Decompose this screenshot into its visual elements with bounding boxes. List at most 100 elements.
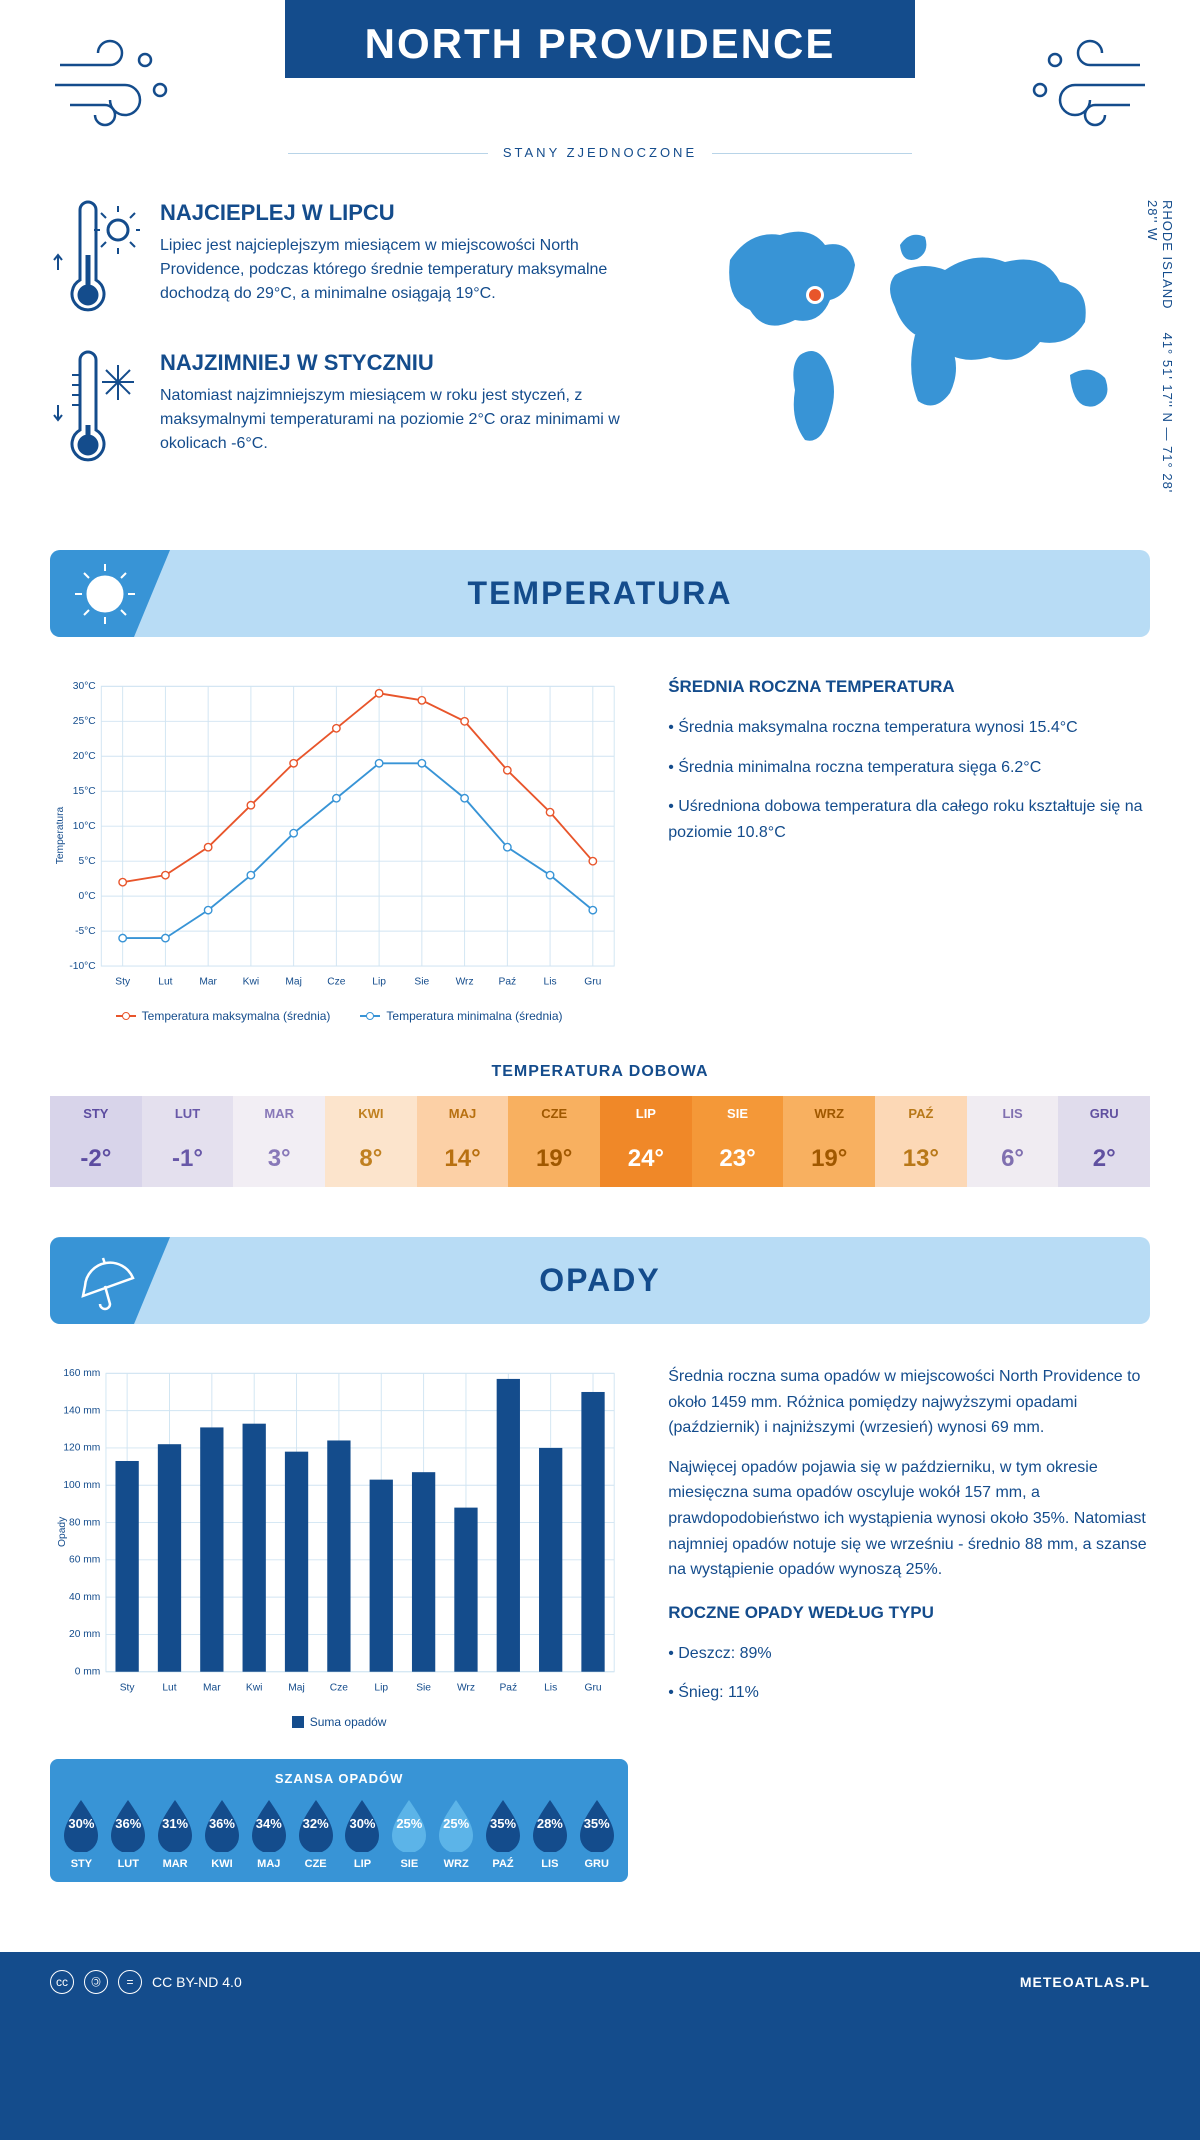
daily-cell: WRZ19° xyxy=(783,1096,875,1187)
subtitle: STANY ZJEDNOCZONE xyxy=(50,145,1150,160)
chance-drop: 25%WRZ xyxy=(433,1796,479,1870)
svg-text:Lip: Lip xyxy=(372,977,386,988)
temperature-info: ŚREDNIA ROCZNA TEMPERATURA • Średnia mak… xyxy=(668,677,1150,1023)
svg-text:Temperatura: Temperatura xyxy=(55,806,66,864)
by-icon: 🄯 xyxy=(84,1970,108,1994)
svg-text:20 mm: 20 mm xyxy=(69,1629,100,1640)
daily-temp-heading: TEMPERATURA DOBOWA xyxy=(50,1063,1150,1081)
svg-text:-5°C: -5°C xyxy=(75,926,96,937)
sun-icon xyxy=(70,559,140,629)
temp-bullet: • Średnia minimalna roczna temperatura s… xyxy=(668,755,1150,781)
svg-text:Paź: Paź xyxy=(499,977,517,988)
svg-text:Sty: Sty xyxy=(120,1682,136,1693)
svg-text:Mar: Mar xyxy=(199,977,217,988)
svg-text:10°C: 10°C xyxy=(73,821,97,832)
chance-drop: 32%CZE xyxy=(293,1796,339,1870)
fact-hottest: NAJCIEPLEJ W LIPCU Lipiec jest najcieple… xyxy=(50,200,660,320)
svg-text:Lut: Lut xyxy=(158,977,172,988)
svg-text:Sie: Sie xyxy=(416,1682,431,1693)
svg-text:0°C: 0°C xyxy=(78,891,96,902)
nd-icon: = xyxy=(118,1970,142,1994)
thermometer-cold-icon xyxy=(50,350,140,470)
chance-drop: 28%LIS xyxy=(527,1796,573,1870)
chance-title: SZANSA OPADÓW xyxy=(58,1771,620,1786)
svg-text:120 mm: 120 mm xyxy=(63,1443,100,1454)
svg-text:Sie: Sie xyxy=(414,977,429,988)
svg-text:Kwi: Kwi xyxy=(243,977,260,988)
legend-min: Temperatura minimalna (średnia) xyxy=(386,1009,562,1023)
svg-text:Maj: Maj xyxy=(285,977,302,988)
fact-hot-text: Lipiec jest najcieplejszym miesiącem w m… xyxy=(160,234,660,306)
svg-text:Sty: Sty xyxy=(115,977,131,988)
legend-max: Temperatura maksymalna (średnia) xyxy=(142,1009,331,1023)
daily-cell: LUT-1° xyxy=(142,1096,234,1187)
svg-text:Lut: Lut xyxy=(162,1682,176,1693)
temperature-line-chart: -10°C -5°C 0°C 5°C 10°C 15°C 20°C 25°C 30°C Sty Lu… xyxy=(50,677,628,1023)
daily-cell: CZE19° xyxy=(508,1096,600,1187)
page-title: NORTH PROVIDENCE xyxy=(365,20,836,68)
chance-drop: 25%SIE xyxy=(386,1796,432,1870)
svg-text:160 mm: 160 mm xyxy=(63,1368,100,1379)
svg-text:40 mm: 40 mm xyxy=(69,1592,100,1603)
daily-cell: LIS6° xyxy=(967,1096,1059,1187)
precip-para1: Średnia roczna suma opadów w miejscowośc… xyxy=(668,1364,1150,1441)
svg-text:Opady: Opady xyxy=(57,1516,68,1547)
thermometer-hot-icon xyxy=(50,200,140,320)
svg-text:30°C: 30°C xyxy=(73,681,97,692)
fact-hot-title: NAJCIEPLEJ W LIPCU xyxy=(160,200,660,226)
temp-info-title: ŚREDNIA ROCZNA TEMPERATURA xyxy=(668,677,1150,697)
precipitation-info: Średnia roczna suma opadów w miejscowośc… xyxy=(668,1364,1150,1882)
world-map: RHODE ISLAND 41° 51' 17'' N — 71° 28' 28… xyxy=(700,200,1150,500)
precip-type: • Deszcz: 89% xyxy=(668,1641,1150,1667)
chance-drop: 35%PAŹ xyxy=(480,1796,526,1870)
cc-icon: cc xyxy=(50,1970,74,1994)
chance-drop: 30%LIP xyxy=(339,1796,385,1870)
temperature-heading: TEMPERATURA xyxy=(50,575,1150,612)
chance-drop: 36%LUT xyxy=(105,1796,151,1870)
temp-bullet: • Średnia maksymalna roczna temperatura … xyxy=(668,715,1150,741)
svg-text:Wrz: Wrz xyxy=(456,977,474,988)
svg-text:Cze: Cze xyxy=(330,1682,349,1693)
svg-text:Kwi: Kwi xyxy=(246,1682,263,1693)
daily-cell: KWI8° xyxy=(325,1096,417,1187)
precip-para2: Najwięcej opadów pojawia się w październ… xyxy=(668,1455,1150,1583)
fact-cold-text: Natomiast najzimniejszym miesiącem w rok… xyxy=(160,384,660,456)
svg-text:Gru: Gru xyxy=(584,1682,601,1693)
daily-cell: MAJ14° xyxy=(417,1096,509,1187)
svg-text:60 mm: 60 mm xyxy=(69,1555,100,1566)
section-header-temperature: TEMPERATURA xyxy=(50,550,1150,637)
svg-text:Lip: Lip xyxy=(374,1682,388,1693)
precipitation-bar-chart: 0 mm20 mm40 mm60 mm80 mm100 mm120 mm140 … xyxy=(50,1364,628,1882)
svg-text:15°C: 15°C xyxy=(73,786,97,797)
daily-cell: STY-2° xyxy=(50,1096,142,1187)
section-header-precipitation: OPADY xyxy=(50,1237,1150,1324)
temp-bullet: • Uśredniona dobowa temperatura dla całe… xyxy=(668,794,1150,845)
svg-text:25°C: 25°C xyxy=(73,716,97,727)
daily-cell: LIP24° xyxy=(600,1096,692,1187)
chance-drop: 35%GRU xyxy=(574,1796,620,1870)
precipitation-heading: OPADY xyxy=(50,1262,1150,1299)
svg-text:Cze: Cze xyxy=(327,977,346,988)
daily-cell: MAR3° xyxy=(233,1096,325,1187)
svg-text:Gru: Gru xyxy=(584,977,601,988)
title-banner: NORTH PROVIDENCE xyxy=(285,0,916,78)
daily-temp-table: STY-2°LUT-1°MAR3°KWI8°MAJ14°CZE19°LIP24°… xyxy=(50,1096,1150,1187)
fact-coldest: NAJZIMNIEJ W STYCZNIU Natomiast najzimni… xyxy=(50,350,660,470)
daily-cell: PAŹ13° xyxy=(875,1096,967,1187)
chance-drop: 31%MAR xyxy=(152,1796,198,1870)
svg-text:Lis: Lis xyxy=(544,1682,557,1693)
svg-text:Maj: Maj xyxy=(288,1682,305,1693)
svg-text:Paź: Paź xyxy=(499,1682,517,1693)
precip-type: • Śnieg: 11% xyxy=(668,1680,1150,1706)
daily-cell: SIE23° xyxy=(692,1096,784,1187)
svg-text:5°C: 5°C xyxy=(78,856,96,867)
footer: cc 🄯 = CC BY-ND 4.0 METEOATLAS.PL xyxy=(0,1952,1200,2012)
svg-text:80 mm: 80 mm xyxy=(69,1517,100,1528)
svg-text:-10°C: -10°C xyxy=(69,961,96,972)
license-text: CC BY-ND 4.0 xyxy=(152,1974,242,1990)
daily-cell: GRU2° xyxy=(1058,1096,1150,1187)
umbrella-icon xyxy=(70,1246,140,1316)
svg-text:20°C: 20°C xyxy=(73,751,97,762)
precip-type-title: ROCZNE OPADY WEDŁUG TYPU xyxy=(668,1603,1150,1623)
wind-decoration-right xyxy=(1000,30,1150,130)
